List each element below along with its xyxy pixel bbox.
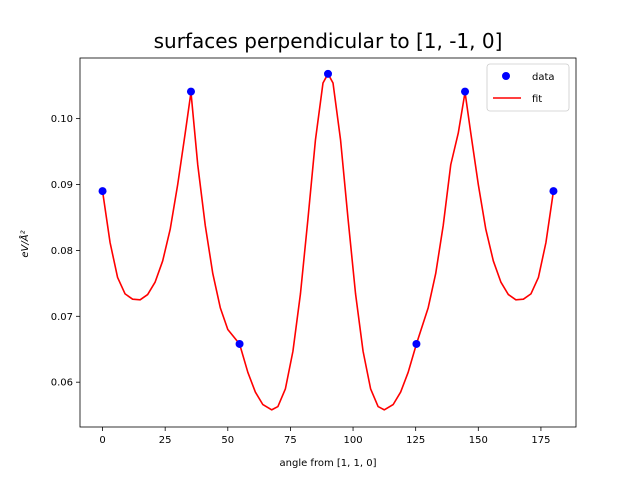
x-tick-label: 75: [284, 435, 297, 446]
y-tick-label: 0.07: [51, 312, 73, 323]
data-point: [412, 339, 421, 348]
legend-box: [486, 63, 570, 112]
data-point: [98, 187, 107, 196]
x-tick-label: 50: [221, 435, 234, 446]
y-axis-label: eV/Å²: [18, 230, 31, 257]
plot-area: 0 25 50 75 100 125 150 175 0.06 0.07 0.08 0.09 0.10: [51, 57, 577, 446]
x-tick-label: 100: [344, 435, 363, 446]
y-tick-label: 0.06: [51, 378, 73, 389]
axes-frame: [79, 57, 577, 428]
x-tick-label: 0: [99, 435, 105, 446]
legend-marker-data: [502, 72, 510, 80]
data-point: [324, 69, 332, 78]
data-point: [186, 87, 195, 96]
x-tick-label: 125: [406, 435, 425, 446]
chart-title: surfaces perpendicular to [1, -1, 0]: [154, 29, 503, 53]
y-tick-label: 0.10: [51, 114, 73, 125]
y-tick-label: 0.08: [51, 246, 73, 257]
x-tick-label: 150: [469, 435, 488, 446]
x-tick-label: 25: [159, 435, 172, 446]
y-tick-label: 0.09: [51, 180, 73, 191]
x-tick-label: 175: [531, 435, 550, 446]
legend-label-fit: fit: [532, 94, 542, 105]
data-point: [235, 339, 244, 348]
data-point: [549, 187, 558, 196]
legend-label-data: data: [532, 72, 555, 83]
legend: data fit: [486, 63, 570, 112]
data-point: [461, 87, 470, 96]
x-axis-label: angle from [1, 1, 0]: [280, 458, 377, 469]
